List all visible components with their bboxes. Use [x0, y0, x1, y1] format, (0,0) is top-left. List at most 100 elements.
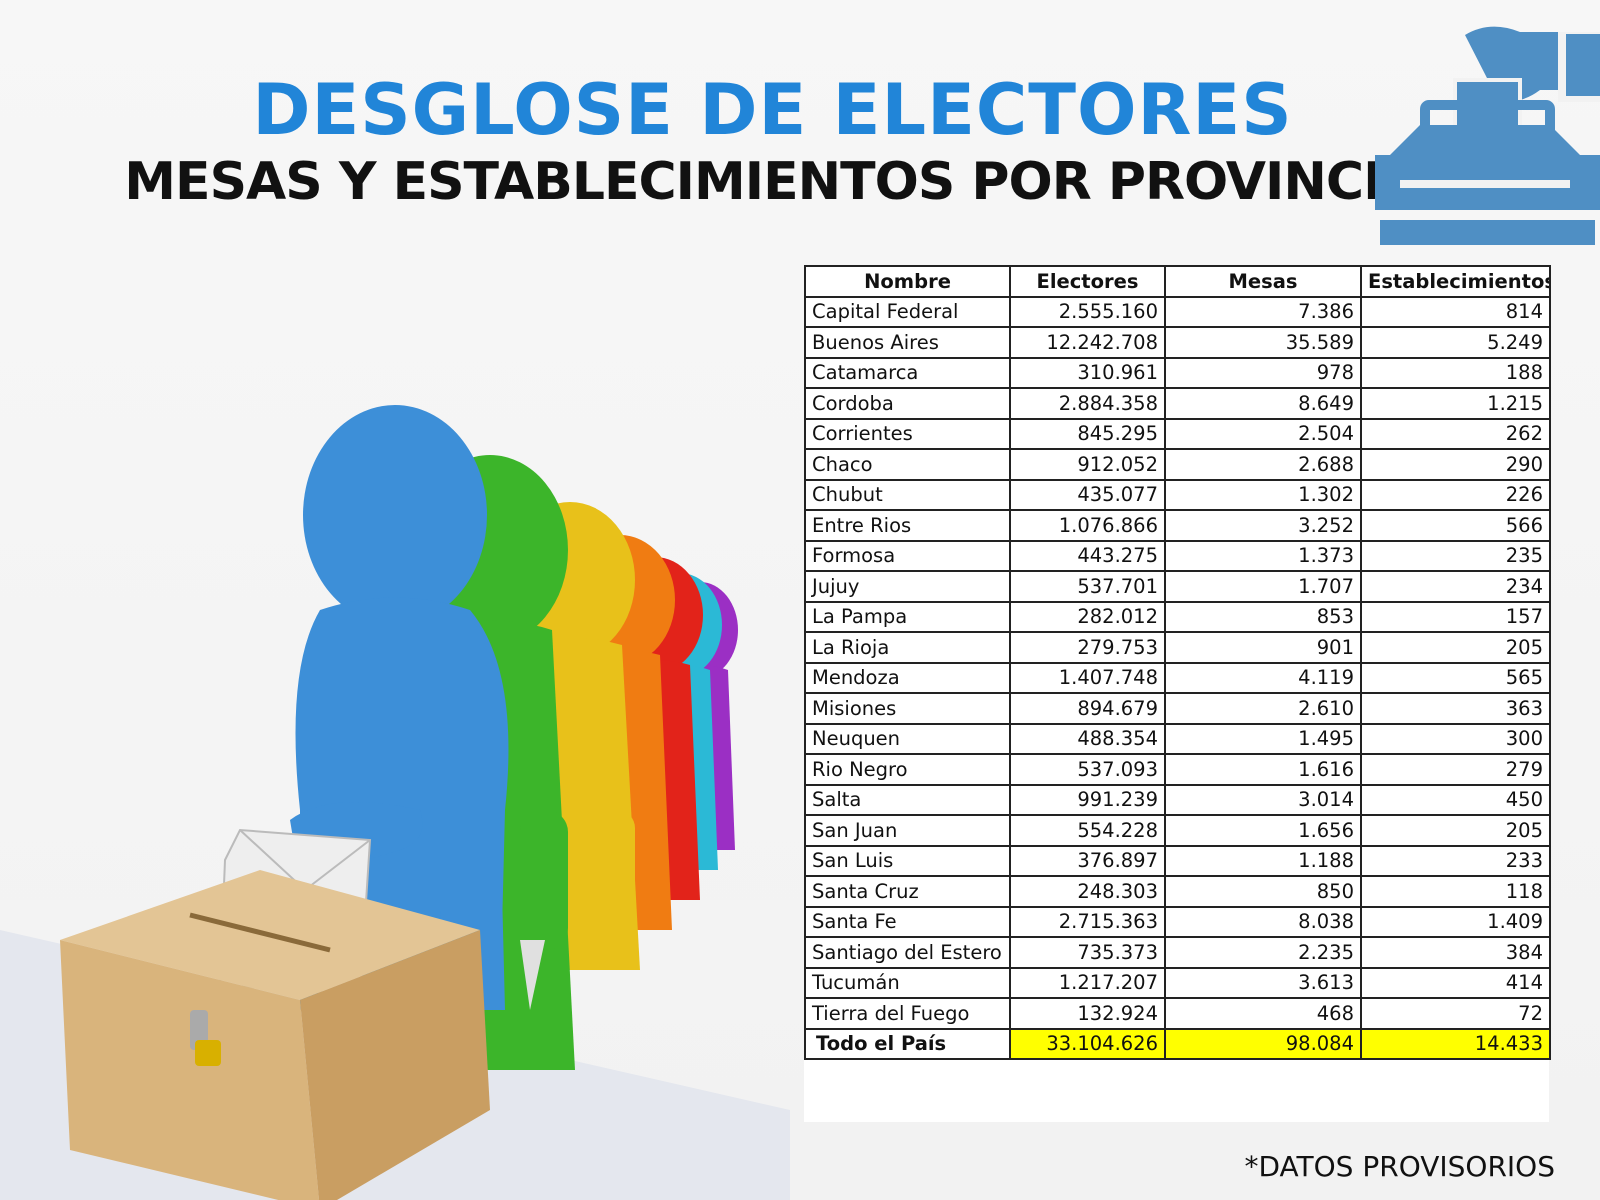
cell-name: Santiago del Estero [804, 936, 1011, 969]
cell-name: Salta [804, 783, 1011, 816]
cell-electores: 537.701 [1009, 570, 1166, 603]
cell-electores: 1.407.748 [1009, 661, 1166, 694]
cell-mesas: 1.616 [1164, 753, 1362, 786]
table-row: Santa Fe 2.715.363 8.038 1.409 [804, 905, 1551, 938]
table-row: Formosa 443.275 1.373 235 [804, 539, 1551, 572]
table-row: Santiago del Estero 735.373 2.235 384 [804, 936, 1551, 969]
cell-electores: 554.228 [1009, 814, 1166, 847]
cell-name: Buenos Aires [804, 326, 1011, 359]
column-header-establecimientos: Establecimientos [1360, 265, 1551, 298]
total-cell-mesas: 98.084 [1164, 1027, 1362, 1060]
cell-establecimientos: 450 [1360, 783, 1551, 816]
cell-establecimientos: 5.249 [1360, 326, 1551, 359]
cell-establecimientos: 72 [1360, 997, 1551, 1030]
cell-mesas: 1.707 [1164, 570, 1362, 603]
table-row: La Pampa 282.012 853 157 [804, 600, 1551, 633]
cell-establecimientos: 1.409 [1360, 905, 1551, 938]
cell-establecimientos: 814 [1360, 295, 1551, 328]
page-title: DESGLOSE DE ELECTORES [252, 69, 1293, 151]
table-row: Entre Rios 1.076.866 3.252 566 [804, 509, 1551, 542]
total-cell-establecimientos: 14.433 [1360, 1027, 1551, 1060]
cell-electores: 279.753 [1009, 631, 1166, 664]
footnote: *DATOS PROVISORIOS [1244, 1150, 1555, 1183]
cell-mesas: 2.610 [1164, 692, 1362, 725]
cell-name: Chaco [804, 448, 1011, 481]
cell-establecimientos: 565 [1360, 661, 1551, 694]
cell-electores: 248.303 [1009, 875, 1166, 908]
cell-name: Catamarca [804, 356, 1011, 389]
cell-establecimientos: 566 [1360, 509, 1551, 542]
cell-electores: 912.052 [1009, 448, 1166, 481]
table-row: Santa Cruz 248.303 850 118 [804, 875, 1551, 908]
table-row: Mendoza 1.407.748 4.119 565 [804, 661, 1551, 694]
cell-establecimientos: 414 [1360, 966, 1551, 999]
table-row: La Rioja 279.753 901 205 [804, 631, 1551, 664]
cell-establecimientos: 205 [1360, 631, 1551, 664]
table-row: Salta 991.239 3.014 450 [804, 783, 1551, 816]
table-row: Chubut 435.077 1.302 226 [804, 478, 1551, 511]
cell-establecimientos: 118 [1360, 875, 1551, 908]
cell-name: Corrientes [804, 417, 1011, 450]
cell-electores: 1.076.866 [1009, 509, 1166, 542]
total-cell-name: Todo el País [804, 1027, 1011, 1060]
table-row: Buenos Aires 12.242.708 35.589 5.249 [804, 326, 1551, 359]
table-row: Chaco 912.052 2.688 290 [804, 448, 1551, 481]
cell-establecimientos: 235 [1360, 539, 1551, 572]
column-header-electores: Electores [1009, 265, 1166, 298]
cell-establecimientos: 384 [1360, 936, 1551, 969]
cell-name: Formosa [804, 539, 1011, 572]
ballot-box [60, 870, 490, 1200]
cell-mesas: 4.119 [1164, 661, 1362, 694]
cell-name: Tucumán [804, 966, 1011, 999]
cell-name: Santa Cruz [804, 875, 1011, 908]
cell-electores: 2.884.358 [1009, 387, 1166, 420]
cell-name: Cordoba [804, 387, 1011, 420]
cell-electores: 443.275 [1009, 539, 1166, 572]
cell-electores: 2.715.363 [1009, 905, 1166, 938]
cell-mesas: 7.386 [1164, 295, 1362, 328]
cell-electores: 12.242.708 [1009, 326, 1166, 359]
table-body: Capital Federal 2.555.160 7.386 814 Buenos A… [804, 295, 1551, 1060]
cell-electores: 310.961 [1009, 356, 1166, 389]
cell-electores: 2.555.160 [1009, 295, 1166, 328]
cell-mesas: 8.038 [1164, 905, 1362, 938]
cell-mesas: 2.688 [1164, 448, 1362, 481]
voters-queue-icon [0, 405, 790, 1200]
cell-name: Mendoza [804, 661, 1011, 694]
cell-name: Chubut [804, 478, 1011, 511]
column-header-mesas: Mesas [1164, 265, 1362, 298]
cell-establecimientos: 1.215 [1360, 387, 1551, 420]
cell-establecimientos: 279 [1360, 753, 1551, 786]
table-row: Catamarca 310.961 978 188 [804, 356, 1551, 389]
cell-mesas: 3.613 [1164, 966, 1362, 999]
cell-name: San Juan [804, 814, 1011, 847]
table-header-row: Nombre Electores Mesas Establecimientos [804, 265, 1551, 298]
ballot-box-icon [1375, 26, 1600, 245]
cell-mesas: 35.589 [1164, 326, 1362, 359]
cell-electores: 991.239 [1009, 783, 1166, 816]
electors-table-container: Nombre Electores Mesas Establecimientos … [804, 265, 1551, 1122]
cell-name: Misiones [804, 692, 1011, 725]
cell-mesas: 8.649 [1164, 387, 1362, 420]
cell-mesas: 1.302 [1164, 478, 1362, 511]
table-row: Cordoba 2.884.358 8.649 1.215 [804, 387, 1551, 420]
table-row: Tierra del Fuego 132.924 468 72 [804, 997, 1551, 1030]
table-row: Capital Federal 2.555.160 7.386 814 [804, 295, 1551, 328]
cell-establecimientos: 188 [1360, 356, 1551, 389]
cell-mesas: 1.188 [1164, 844, 1362, 877]
cell-establecimientos: 233 [1360, 844, 1551, 877]
total-cell-electores: 33.104.626 [1009, 1027, 1166, 1060]
cell-establecimientos: 234 [1360, 570, 1551, 603]
cell-mesas: 901 [1164, 631, 1362, 664]
cell-electores: 845.295 [1009, 417, 1166, 450]
electors-table: Nombre Electores Mesas Establecimientos … [804, 265, 1551, 1060]
cell-mesas: 1.656 [1164, 814, 1362, 847]
cell-name: Rio Negro [804, 753, 1011, 786]
table-row: Neuquen 488.354 1.495 300 [804, 722, 1551, 755]
cell-electores: 488.354 [1009, 722, 1166, 755]
cell-mesas: 1.495 [1164, 722, 1362, 755]
cell-name: Jujuy [804, 570, 1011, 603]
cell-electores: 282.012 [1009, 600, 1166, 633]
cell-mesas: 2.504 [1164, 417, 1362, 450]
cell-establecimientos: 262 [1360, 417, 1551, 450]
